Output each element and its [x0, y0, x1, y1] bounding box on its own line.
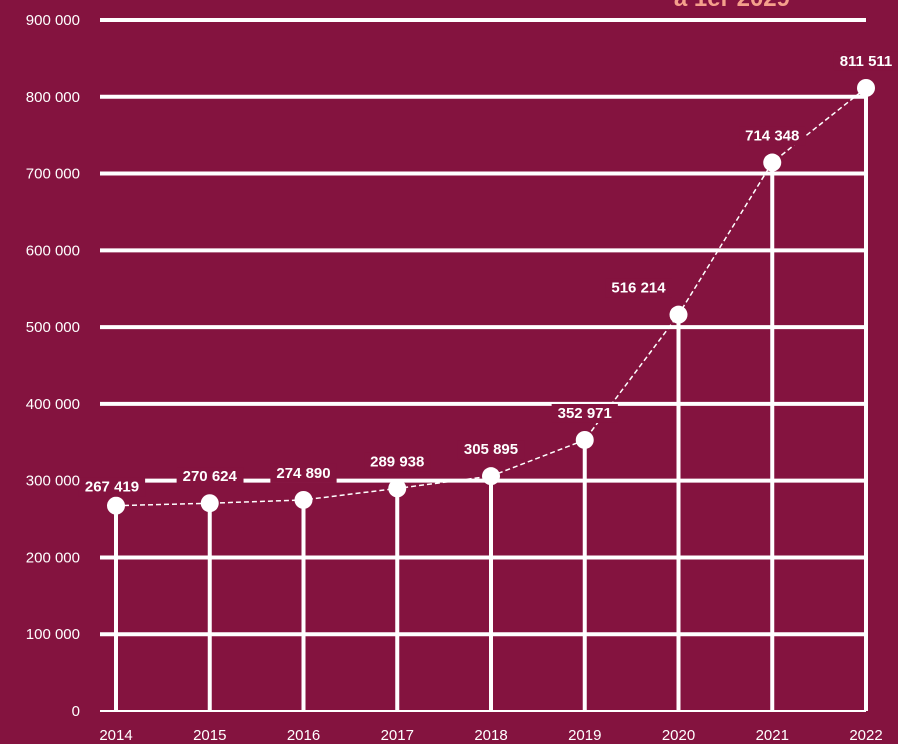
data-point-2021 — [763, 153, 782, 172]
y-tick-label: 300 000 — [26, 473, 80, 490]
data-label-bg — [176, 467, 244, 487]
y-tick-label: 200 000 — [26, 549, 80, 566]
data-label-bg — [457, 440, 525, 460]
data-label-2021: 714 348 — [745, 128, 799, 145]
y-tick-label: 0 — [72, 703, 80, 720]
x-tick-label: 2020 — [662, 727, 695, 744]
data-label-bg — [739, 126, 806, 146]
y-tick-label: 800 000 — [26, 89, 80, 106]
data-point-2018 — [482, 467, 500, 486]
x-tick-label: 2021 — [756, 727, 789, 744]
data-label-bg — [78, 477, 146, 497]
y-tick-label: 500 000 — [26, 319, 80, 336]
x-tick-label: 2022 — [849, 727, 882, 744]
data-point-2017 — [388, 479, 407, 498]
data-label-2015: 270 624 — [183, 468, 238, 485]
x-tick-label: 2016 — [287, 727, 320, 744]
data-point-2016 — [294, 490, 313, 509]
data-label-bg — [364, 452, 431, 472]
data-label-2018: 305 895 — [464, 441, 518, 458]
x-tick-label: 2017 — [381, 727, 414, 744]
y-tick-label: 100 000 — [26, 626, 80, 643]
data-point-2019 — [575, 430, 594, 449]
data-label-bg — [551, 403, 618, 423]
data-label-bg — [270, 463, 337, 483]
x-tick-label: 2014 — [99, 727, 132, 744]
data-label-2020: 516 214 — [611, 280, 666, 297]
data-label-2017: 289 938 — [370, 453, 424, 470]
x-tick-label: 2015 — [193, 727, 226, 744]
data-label-2022: 811 511 — [840, 53, 893, 70]
y-tick-label: 400 000 — [26, 396, 80, 413]
chart-title: a 1er 2029 — [674, 0, 790, 12]
y-tick-label: 900 000 — [26, 12, 80, 29]
data-point-2014 — [107, 496, 125, 515]
data-label-bg — [833, 51, 898, 71]
data-point-2022 — [857, 78, 875, 97]
data-point-2015 — [200, 494, 219, 513]
x-tick-label: 2019 — [568, 727, 601, 744]
data-label-2014: 267 419 — [85, 479, 139, 496]
y-tick-label: 600 000 — [26, 242, 80, 259]
data-label-2016: 274 890 — [276, 465, 330, 482]
y-tick-label: 700 000 — [26, 166, 80, 183]
data-label-bg — [605, 278, 673, 298]
data-point-2020 — [669, 305, 688, 324]
x-tick-label: 2018 — [474, 727, 507, 744]
data-label-2019: 352 971 — [558, 405, 612, 422]
